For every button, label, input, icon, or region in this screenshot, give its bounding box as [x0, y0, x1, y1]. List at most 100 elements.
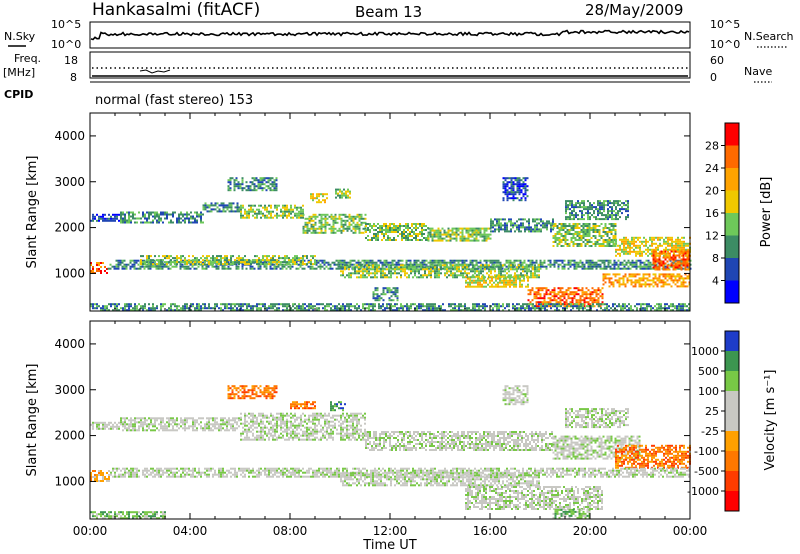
power-cell — [248, 309, 250, 312]
freq-label-line2: [MHz] — [3, 66, 35, 79]
power-cell — [258, 259, 260, 262]
power-cell — [94, 303, 96, 306]
power-cell — [356, 272, 358, 275]
power-cell — [348, 266, 350, 269]
power-cell — [377, 233, 379, 235]
power-cell — [286, 263, 288, 266]
power-cell — [483, 235, 486, 238]
power-cell — [399, 259, 402, 262]
power-cell — [672, 305, 674, 308]
power-cell — [563, 263, 566, 266]
power-cell — [264, 204, 266, 207]
power-cell — [251, 267, 254, 270]
power-cell — [558, 243, 561, 245]
power-cell — [575, 291, 578, 294]
power-cell — [522, 268, 524, 271]
power-cell — [201, 267, 204, 270]
power-cell — [121, 267, 124, 270]
power-cell — [427, 267, 430, 270]
power-cell — [637, 238, 639, 241]
power-cell — [502, 305, 504, 308]
power-cell — [447, 231, 450, 234]
power-cell — [541, 261, 544, 264]
power-cell — [304, 221, 307, 224]
power-cell — [658, 273, 661, 276]
power-cell — [564, 231, 567, 233]
power-cell — [312, 229, 315, 232]
power-cell — [374, 272, 376, 275]
power-cell — [369, 259, 372, 262]
power-cell — [554, 225, 557, 227]
power-cell — [282, 309, 284, 312]
power-cell — [344, 268, 346, 271]
power-cell — [480, 264, 482, 267]
power-cell — [539, 287, 542, 290]
power-cell — [112, 217, 114, 220]
power-cell — [352, 272, 354, 275]
power-cell — [680, 305, 682, 308]
power-cell — [626, 279, 629, 282]
power-cell — [527, 289, 530, 292]
power-cell — [156, 259, 158, 262]
power-cell — [483, 229, 486, 232]
power-cell — [242, 259, 244, 262]
nave-dip — [139, 69, 171, 74]
power-cell — [664, 305, 666, 308]
power-cell — [480, 270, 482, 273]
power-cell — [644, 309, 646, 312]
power-cell — [363, 261, 366, 264]
power-cell — [563, 305, 566, 308]
power-cell — [494, 270, 496, 273]
power-cell — [140, 261, 142, 264]
power-cell — [344, 223, 347, 226]
power-cell — [414, 270, 416, 273]
power-cell — [92, 266, 94, 268]
power-cell — [490, 220, 492, 223]
power-cell — [278, 307, 280, 310]
power-cell — [334, 215, 337, 218]
power-cell — [589, 263, 592, 266]
power-cell — [479, 231, 482, 234]
power-cell — [361, 265, 364, 268]
power-cell — [242, 261, 244, 264]
power-cell — [235, 263, 238, 266]
power-cell — [243, 187, 246, 190]
power-cell — [665, 246, 667, 249]
power-cell — [117, 267, 120, 270]
power-cell — [428, 274, 430, 277]
power-cell — [670, 303, 672, 306]
power-cell — [528, 226, 530, 229]
power-cell — [201, 261, 204, 264]
power-cell — [509, 259, 512, 262]
power-cell — [642, 279, 645, 282]
power-cell — [405, 263, 408, 266]
power-cell — [590, 309, 592, 312]
power-cell — [443, 233, 446, 236]
power-cell — [595, 289, 598, 292]
power-cell — [534, 226, 536, 229]
power-cell — [573, 291, 576, 294]
power-cell — [615, 242, 617, 245]
power-cell — [316, 307, 318, 310]
power-cell — [280, 208, 282, 211]
power-cell — [538, 218, 540, 221]
power-cell — [560, 223, 563, 225]
power-cell — [599, 305, 602, 308]
power-cell — [348, 223, 351, 226]
power-cell — [241, 183, 244, 186]
power-cell — [237, 267, 240, 270]
power-cell — [120, 219, 122, 222]
power-cell — [500, 264, 502, 267]
power-cell — [310, 217, 313, 220]
power-cell — [274, 214, 276, 217]
power-cell — [240, 303, 242, 306]
power-cell — [672, 303, 674, 306]
power-cell — [532, 228, 534, 231]
power-cell — [160, 309, 162, 312]
power-cell — [401, 235, 403, 237]
power-cell — [394, 270, 396, 273]
power-cell — [104, 307, 106, 310]
power-cell — [251, 181, 254, 184]
power-cell — [543, 301, 546, 304]
power-cell — [543, 297, 546, 300]
